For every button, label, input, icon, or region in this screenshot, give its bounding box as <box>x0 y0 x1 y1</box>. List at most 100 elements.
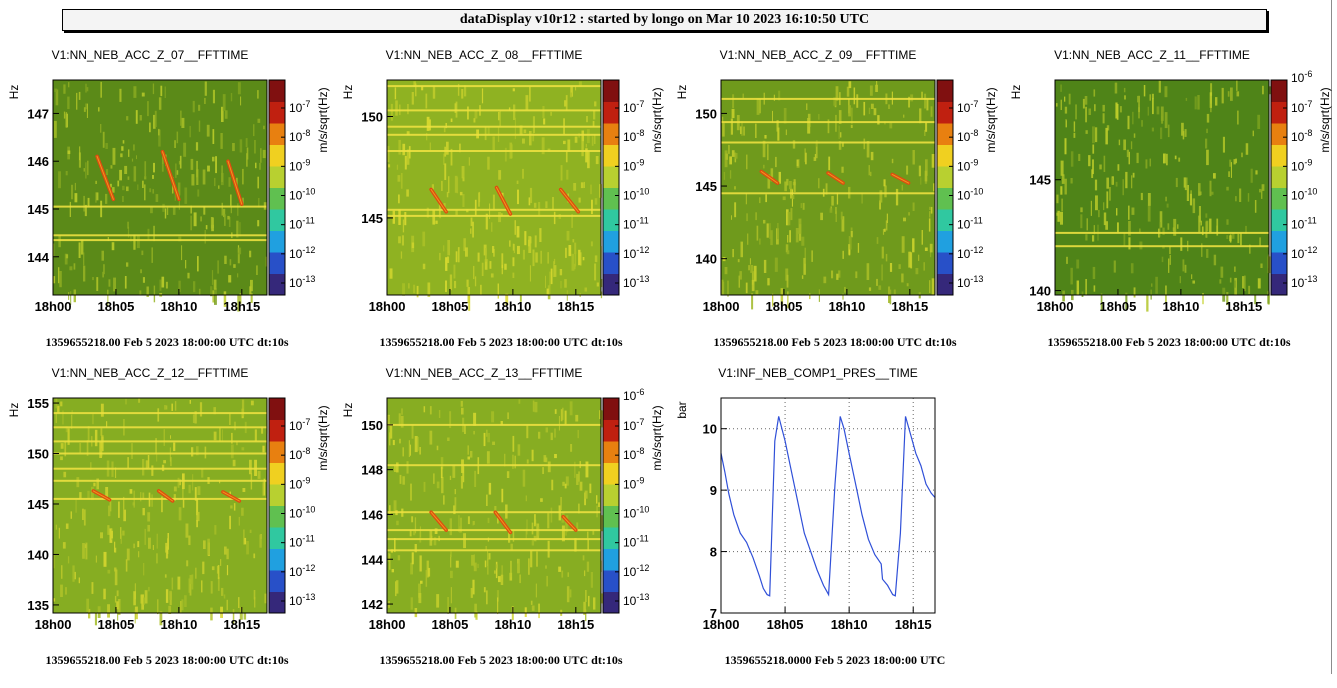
noise-cell <box>176 131 179 144</box>
noise-cell <box>551 479 554 491</box>
spectrogram-panel-z11[interactable]: V1:NN_NEB_ACC_Z_11__FFTTIME 140 145 18h00 1… <box>1002 40 1336 370</box>
noise-cell <box>183 142 187 157</box>
noise-cell <box>1132 111 1134 125</box>
noise-cell <box>749 258 751 265</box>
noise-cell <box>838 125 840 139</box>
noise-cell <box>564 279 567 288</box>
colorbar-segment <box>1271 123 1287 145</box>
noise-cell <box>776 120 779 132</box>
noise-cell <box>150 207 153 214</box>
noise-cell <box>167 538 169 555</box>
noise-cell <box>722 123 725 137</box>
noise-cell <box>734 202 737 218</box>
noise-cell <box>1261 184 1265 191</box>
noise-cell <box>1174 155 1177 160</box>
noise-cell <box>930 249 932 258</box>
noise-cell <box>861 192 863 204</box>
noise-cell <box>249 286 252 295</box>
plot-frame <box>52 397 268 614</box>
noise-cell <box>574 538 577 552</box>
noise-cell <box>195 567 197 579</box>
colorbar-segment <box>603 505 619 528</box>
noise-cell <box>87 426 90 442</box>
noise-cell <box>263 125 265 130</box>
noise-cell <box>472 521 474 526</box>
noise-cell <box>484 259 488 270</box>
noise-cell <box>228 275 232 283</box>
noise-cell <box>449 411 452 428</box>
noise-cell <box>406 461 409 474</box>
noise-cell <box>106 421 108 428</box>
noise-cell <box>722 116 724 123</box>
noise-cell <box>571 253 575 271</box>
noise-cell <box>529 187 533 204</box>
noise-cell <box>243 529 245 545</box>
noise-cell <box>82 508 84 520</box>
noise-cell <box>171 403 173 411</box>
colorbar-tick-label: 10-9 <box>957 157 978 173</box>
noise-cell <box>241 507 244 516</box>
noise-cell <box>933 183 935 192</box>
noise-cell <box>906 165 909 175</box>
noise-cell <box>1161 256 1164 263</box>
noise-cell <box>512 257 515 267</box>
noise-cell <box>803 257 806 275</box>
noise-cell <box>404 155 407 170</box>
noise-cell <box>103 588 106 600</box>
noise-cell <box>1240 233 1242 246</box>
noise-cell <box>165 542 168 553</box>
spectrogram-panel-z07[interactable]: V1:NN_NEB_ACC_Z_07__FFTTIME 144 145 146 147… <box>0 40 334 370</box>
noise-cell <box>444 163 447 180</box>
noise-cell <box>581 141 584 157</box>
noise-cell <box>83 252 85 266</box>
noise-cell <box>181 599 184 611</box>
noise-cell <box>759 197 761 204</box>
noise-cell <box>445 123 447 129</box>
noise-cell <box>531 540 535 546</box>
noise-cell <box>249 250 252 258</box>
noise-cell <box>1123 87 1126 93</box>
noise-cell <box>1242 276 1244 289</box>
noise-cell <box>584 287 587 292</box>
noise-cell <box>545 275 546 288</box>
noise-cell <box>212 129 215 144</box>
noise-cell <box>168 605 172 614</box>
noise-cell <box>389 268 393 279</box>
noise-cell <box>246 147 249 160</box>
noise-cell <box>1117 222 1119 233</box>
noise-cell <box>387 553 390 562</box>
noise-cell <box>488 553 491 560</box>
noise-cell <box>578 197 581 203</box>
colorbar-tick-label: 10-7 <box>289 99 310 115</box>
spectrogram-panel-z08[interactable]: V1:NN_NEB_ACC_Z_08__FFTTIME 145 150 18h00 1… <box>334 40 668 370</box>
noise-cell <box>763 219 766 224</box>
noise-cell <box>535 583 537 598</box>
noise-cell <box>172 207 176 215</box>
spectrogram-panel-z09[interactable]: V1:NN_NEB_ACC_Z_09__FFTTIME 140 145 150 18h… <box>668 40 1002 370</box>
noise-cell <box>406 189 409 197</box>
noise-cell <box>823 276 827 284</box>
noise-cell <box>876 237 879 244</box>
noise-cell <box>398 194 400 204</box>
spectrogram-panel-z13[interactable]: V1:NN_NEB_ACC_Z_13__FFTTIME 142 144 146 148… <box>334 358 668 688</box>
spectrogram-panel-z12[interactable]: V1:NN_NEB_ACC_Z_12__FFTTIME 135 140 145 150… <box>0 358 334 688</box>
noise-cell <box>194 411 197 424</box>
noise-cell <box>443 153 445 165</box>
noise-cell <box>113 277 116 292</box>
pressure-panel[interactable]: V1:INF_NEB_COMP1_PRES__TIME 7 8 9 10 18h00 18… <box>668 358 1002 688</box>
noise-cell <box>805 152 807 165</box>
noise-cell <box>388 416 390 426</box>
noise-cell <box>586 116 588 123</box>
noise-cell <box>440 466 443 478</box>
noise-cell <box>1201 243 1203 257</box>
noise-cell <box>86 103 88 118</box>
noise-cell <box>925 122 928 132</box>
colorbar-tick-label: 10-9 <box>623 475 644 491</box>
